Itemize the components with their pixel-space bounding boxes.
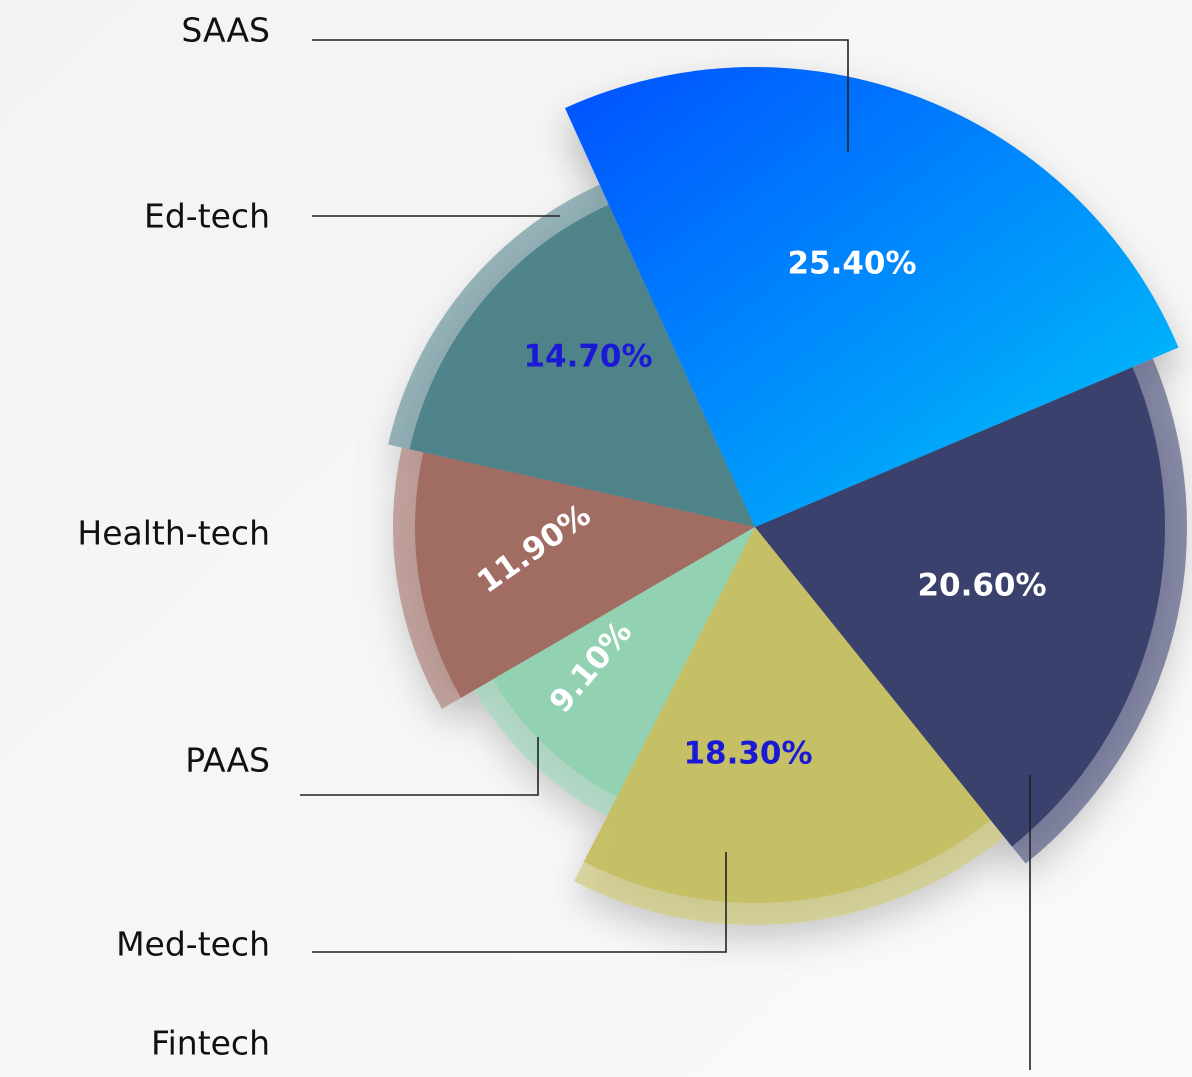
slice (583, 527, 991, 903)
slice (415, 452, 755, 698)
legend-label: Med-tech (116, 925, 270, 964)
slice (493, 527, 755, 797)
value-label: 18.30% (683, 736, 812, 772)
slice (755, 367, 1165, 847)
labels: SAAS 25.40% Fintech 20.60% Med-tech 18.30% PAA… (77, 11, 1047, 1070)
legend-label: Ed-tech (144, 197, 270, 236)
leader-line (300, 737, 539, 796)
slice (564, 67, 1179, 528)
leader-line (312, 39, 849, 152)
leader-line (312, 852, 727, 953)
legend-label: PAAS (185, 741, 270, 780)
value-label: 20.60% (917, 568, 1046, 604)
pie (388, 67, 1187, 925)
legend-label: SAAS (181, 11, 270, 50)
legend-label: Fintech (151, 1024, 270, 1063)
legend-label: Health-tech (77, 514, 270, 553)
slice (409, 204, 755, 527)
value-label: 14.70% (523, 339, 652, 375)
value-label: 25.40% (787, 246, 916, 282)
